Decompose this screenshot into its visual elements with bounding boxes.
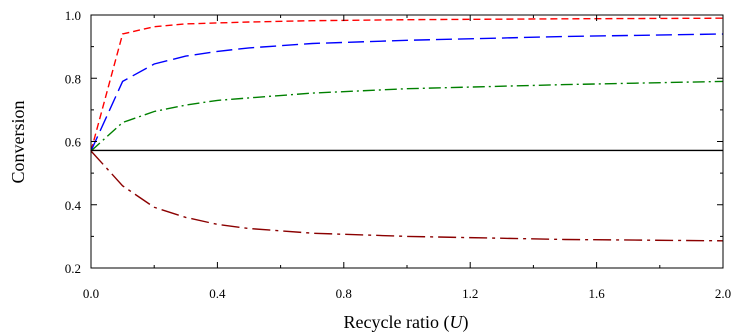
x-axis-label-text: Recycle ratio ( <box>344 312 450 333</box>
x-axis-label: Recycle ratio (U) <box>344 312 469 333</box>
x-tick-label: 1.2 <box>462 286 478 301</box>
axes-layer: 0.0 0.4 0.8 1.2 1.6 2.0 0.2 0.4 0.6 0.8 1.0 <box>65 8 731 301</box>
plot-frame <box>90 14 724 269</box>
x-axis-label-variable: U <box>449 312 463 332</box>
series-line-2 <box>90 80 724 152</box>
y-tick-label: 0.2 <box>65 261 81 276</box>
y-tick-label: 0.4 <box>65 198 82 213</box>
y-axis-label: Conversion <box>8 101 28 184</box>
x-axis-label-suffix: ) <box>462 312 468 333</box>
series-line-0 <box>90 17 724 152</box>
series-line-1 <box>90 33 724 152</box>
x-tick-label: 0.8 <box>336 286 352 301</box>
series-layer <box>90 17 724 242</box>
y-tick-label: 0.6 <box>65 135 82 150</box>
y-tick-label: 1.0 <box>65 8 81 23</box>
x-tick-label: 2.0 <box>715 286 731 301</box>
series-line-4 <box>90 150 724 242</box>
y-tick-label: 0.8 <box>65 71 81 86</box>
x-tick-label: 0.0 <box>83 286 99 301</box>
x-tick-label: 1.6 <box>588 286 605 301</box>
x-tick-label: 0.4 <box>209 286 226 301</box>
